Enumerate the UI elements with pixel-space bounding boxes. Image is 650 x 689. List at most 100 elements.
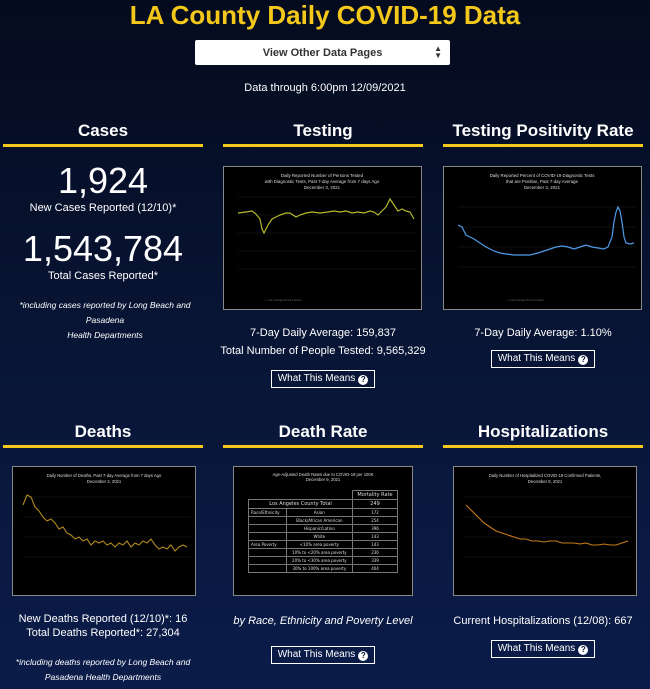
- group-label: Race/Ethnicity: [248, 508, 287, 517]
- positivity-chart-title1: Daily Reported Percent of COVID-19 Diagn…: [490, 173, 596, 178]
- row-value: 143: [352, 540, 398, 549]
- row-value: 339: [352, 556, 398, 565]
- question-icon: ?: [358, 651, 369, 661]
- death-rate-table: Mortality Rate Los Angeles County Total 2…: [247, 490, 398, 573]
- row-label: White: [285, 532, 354, 541]
- select-label: View Other Data Pages: [262, 46, 383, 59]
- row-label: Black/African American: [285, 516, 354, 525]
- positivity-chart-title3: December 3, 2021: [524, 185, 561, 190]
- testing-underline: [223, 144, 423, 147]
- death-rate-what-this-means-button[interactable]: What This Means?: [270, 646, 376, 664]
- death-rate-col-header: Mortality Rate: [352, 490, 398, 500]
- death-rate-section: Death Rate: [223, 420, 423, 448]
- testing-chart-title1: Daily Reported Number of Persons Tested: [281, 173, 364, 178]
- cases-underline: [3, 144, 203, 147]
- testing-chart-title3: December 3, 2021: [304, 185, 341, 190]
- deaths-chart-title1: Daily Number of Deaths, Past 7-day Avera…: [47, 473, 162, 478]
- testing-avg: 7-Day Daily Average: 159,837: [250, 327, 396, 339]
- table-row: Hispanic/Latino 396: [248, 524, 398, 533]
- deaths-footnote-line2: Pasadena Health Departments: [44, 672, 162, 682]
- table-row: 10% to <20% area poverty 236: [248, 548, 398, 557]
- positivity-chart: Daily Reported Percent of COVID-19 Diagn…: [443, 166, 642, 310]
- select-arrows-icon: ▲ ▼: [434, 44, 442, 60]
- table-row: 30% to 100% area poverty 404: [248, 564, 398, 573]
- table-row: Area Poverty <10% area poverty 143: [248, 540, 398, 549]
- hospitalizations-what-this-means-button[interactable]: What This Means?: [490, 640, 596, 658]
- testing-what-this-means-button[interactable]: What This Means?: [270, 370, 376, 388]
- new-cases-label: New Cases Reported (12/10)*: [29, 202, 177, 214]
- deaths-series-line: [22, 494, 188, 552]
- deaths-title: Deaths: [74, 422, 132, 441]
- data-pages-select[interactable]: View Other Data Pages ▲ ▼: [195, 40, 450, 65]
- testing-series-line: [237, 197, 415, 235]
- hosp-chart-title2: December 8, 2021: [528, 479, 563, 484]
- row-value: 172: [352, 508, 398, 517]
- hospitalizations-section: Hospitalizations: [443, 420, 643, 448]
- deaths-new: New Deaths Reported (12/10)*: 16: [18, 613, 188, 625]
- positivity-section: Testing Positivity Rate: [443, 119, 643, 147]
- positivity-button-label: What This Means: [497, 353, 576, 364]
- row-value: 143: [352, 532, 398, 541]
- row-label: Asian: [285, 508, 354, 517]
- row-label: <10% area poverty: [285, 540, 354, 549]
- hosp-button-label: What This Means: [497, 643, 576, 654]
- row-label: 20% to <30% area poverty: [285, 556, 354, 565]
- total-cases-label: Total Cases Reported*: [47, 270, 159, 282]
- testing-chart: Daily Reported Number of Persons Tested …: [223, 166, 422, 310]
- testing-title: Testing: [293, 121, 353, 140]
- question-icon: ?: [578, 645, 589, 655]
- testing-section: Testing: [223, 119, 423, 147]
- total-cases-value: 1,543,784: [22, 228, 184, 269]
- question-icon: ?: [358, 375, 369, 385]
- cases-section: Cases: [3, 119, 203, 147]
- group-label: Area Poverty: [248, 540, 287, 549]
- death-rate-title: Death Rate: [278, 422, 368, 441]
- deaths-total: Total Deaths Reported*: 27,304: [26, 627, 180, 639]
- hosp-chart-title1: Daily Number of Hospitalized COVID-19 Co…: [489, 473, 601, 478]
- cases-footnote-line2: Health Departments: [67, 330, 143, 340]
- cases-footnote: *including cases reported by Long Beach …: [0, 298, 210, 343]
- new-cases-value: 1,924: [57, 160, 149, 201]
- hospitalizations-underline: [443, 445, 643, 448]
- deaths-chart-title2: December 3, 2021: [87, 479, 122, 484]
- cases-title: Cases: [77, 121, 129, 140]
- death-rate-button-label: What This Means: [277, 649, 356, 660]
- data-through-text: Data through 6:00pm 12/09/2021: [244, 82, 406, 94]
- page-title: LA County Daily COVID-19 Data: [129, 0, 521, 30]
- deaths-stats: New Deaths Reported (12/10)*: 16 Total D…: [3, 612, 203, 640]
- row-label: 10% to <20% area poverty: [285, 548, 354, 557]
- row-label: 30% to 100% area poverty: [285, 564, 354, 573]
- positivity-underline: [443, 144, 643, 147]
- row-value: 396: [352, 524, 398, 533]
- death-rate-underline: [223, 445, 423, 448]
- svg-text:— 7-day Average Persons Tested: — 7-day Average Persons Tested: [264, 299, 302, 302]
- positivity-series-line: [457, 205, 635, 256]
- testing-total: Total Number of People Tested: 9,565,329: [220, 345, 426, 357]
- deaths-chart: Daily Number of Deaths, Past 7-day Avera…: [12, 466, 196, 596]
- death-rate-chart-title2: December 9, 2021: [305, 477, 341, 482]
- positivity-what-this-means-button[interactable]: What This Means?: [490, 350, 596, 368]
- table-row: Black/African American 254: [248, 516, 398, 525]
- death-rate-total-label: Los Angeles County Total: [247, 499, 354, 509]
- death-rate-subtitle: by Race, Ethnicity and Poverty Level: [233, 615, 413, 627]
- hospitalizations-chart: Daily Number of Hospitalized COVID-19 Co…: [453, 466, 637, 596]
- table-row: 20% to <30% area poverty 339: [248, 556, 398, 565]
- deaths-footnote-line1: *including deaths reported by Long Beach…: [15, 657, 191, 667]
- hospitalizations-stats: Current Hospitalizations (12/08): 667 Wh…: [443, 612, 643, 658]
- positivity-stats: 7-Day Daily Average: 1.10% What This Mea…: [443, 324, 643, 368]
- question-icon: ?: [578, 355, 589, 365]
- positivity-chart-title2: that are Positive, Past 7-day Average: [506, 179, 579, 184]
- hospitalizations-current: Current Hospitalizations (12/08): 667: [453, 615, 633, 627]
- testing-stats: 7-Day Daily Average: 159,837 Total Numbe…: [220, 324, 426, 388]
- death-rate-table-image: Age-Adjusted Death Rates due to COVID-19…: [233, 466, 413, 596]
- cases-stats: 1,924 New Cases Reported (12/10)*: [3, 160, 203, 214]
- table-row: White 143: [248, 532, 398, 541]
- row-label: Hispanic/Latino: [285, 524, 354, 533]
- positivity-avg: 7-Day Daily Average: 1.10%: [474, 327, 612, 339]
- deaths-section: Deaths: [3, 420, 203, 448]
- deaths-underline: [3, 445, 203, 448]
- death-rate-info: by Race, Ethnicity and Poverty Level Wha…: [223, 612, 423, 664]
- death-rate-total-value: 249: [352, 499, 398, 509]
- row-value: 236: [352, 548, 398, 557]
- row-value: 254: [352, 516, 398, 525]
